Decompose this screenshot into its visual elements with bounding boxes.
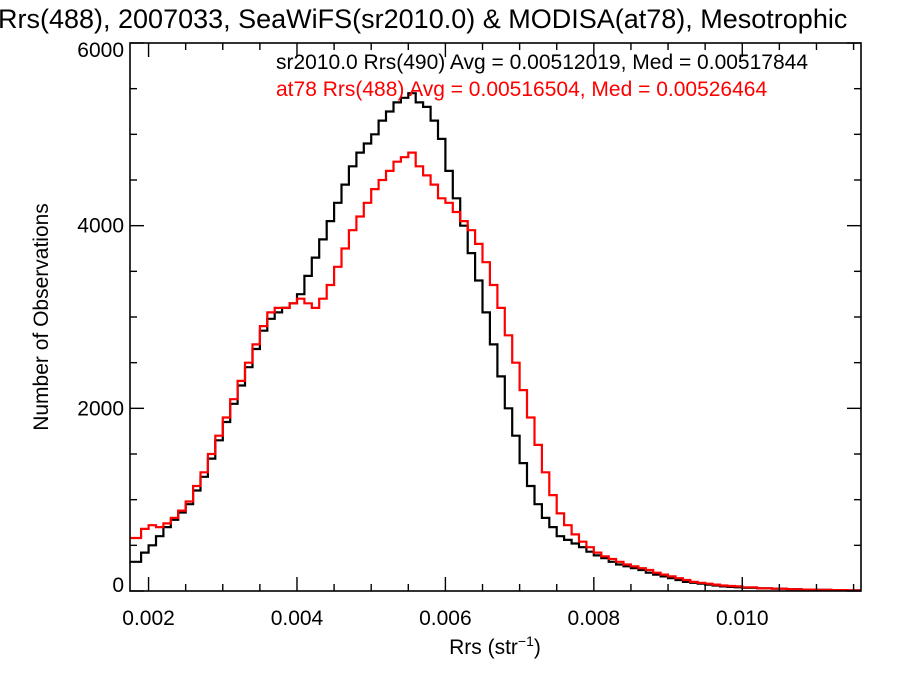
y-tick-label: 4000: [77, 215, 124, 238]
legend-entry-at78: at78 Rrs(488) Avg = 0.00516504, Med = 0.…: [276, 78, 767, 101]
x-tick-label: 0.006: [419, 607, 472, 630]
series-line-sr2010: [130, 92, 861, 591]
x-axis-label-main: Rrs (str: [449, 636, 518, 659]
y-axis-label: Number of Observations: [30, 203, 53, 431]
legend-entry-sr2010: sr2010.0 Rrs(490) Avg = 0.00512019, Med …: [276, 51, 808, 74]
axis-tick-labels: 0.002 0.004 0.006 0.008 0.010 0 2000 4000 6000: [77, 39, 768, 630]
series-line-at78: [130, 151, 861, 591]
x-tick-label: 0.010: [716, 607, 769, 630]
x-axis-label-superscript: −1: [518, 633, 534, 649]
x-tick-label: 0.008: [568, 607, 621, 630]
y-tick-label: 2000: [77, 397, 124, 420]
legend: sr2010.0 Rrs(490) Avg = 0.00512019, Med …: [276, 51, 808, 101]
x-axis-label-close: ): [534, 636, 541, 659]
x-tick-label: 0.002: [122, 607, 175, 630]
series-layer: [130, 92, 861, 591]
axis-ticks: [130, 42, 861, 592]
y-tick-label: 6000: [77, 39, 124, 62]
x-tick-label: 0.004: [271, 607, 324, 630]
chart-title: Rrs(488), 2007033, SeaWiFS(sr2010.0) & M…: [0, 4, 847, 34]
x-axis-label: Rrs (str−1): [449, 633, 541, 659]
y-tick-label: 0: [112, 574, 124, 597]
plot-frame: [129, 42, 862, 592]
